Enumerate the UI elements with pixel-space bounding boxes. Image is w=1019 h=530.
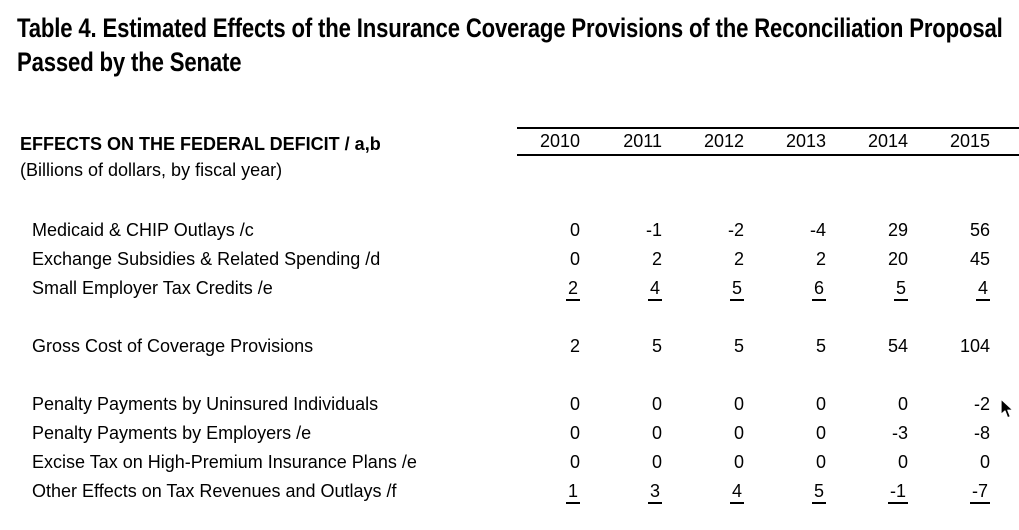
value-cell: -3 <box>891 423 908 443</box>
underlined-value: 5 <box>811 480 826 504</box>
row-label: Medicaid & CHIP Outlays /c <box>32 220 254 240</box>
value-cell: 29 <box>887 220 908 240</box>
year-header-row: 2010 2011 2012 2013 2014 2015 <box>498 128 990 154</box>
underlined-value: 4 <box>729 480 744 504</box>
year-header-cell: 2015 <box>949 131 990 151</box>
value-cell: 0 <box>815 394 826 414</box>
table-header-sublabel: (Billions of dollars, by fiscal year) <box>20 160 283 180</box>
value-cell: 56 <box>969 220 990 240</box>
underlined-value: -7 <box>969 480 990 504</box>
value-cell: 0 <box>815 423 826 443</box>
value-cell: -8 <box>973 423 990 443</box>
value-cell: 0 <box>651 452 662 472</box>
value-cell: -2 <box>973 394 990 414</box>
row-label: Small Employer Tax Credits /e <box>32 278 273 298</box>
value-cell: 2 <box>733 249 744 269</box>
value-cell: 2 <box>651 249 662 269</box>
year-header-cell: 2011 <box>623 131 662 151</box>
header-rule-bottom <box>517 154 1019 156</box>
row-label: Gross Cost of Coverage Provisions <box>32 336 314 356</box>
table-row: Medicaid & CHIP Outlays /c 0 -1 -2 -4 29 56 <box>0 216 990 245</box>
value-cell: 104 <box>959 336 990 356</box>
value-cell: 20 <box>887 249 908 269</box>
table-spacer-row <box>0 303 990 332</box>
year-header-cell: 2013 <box>785 131 826 151</box>
table-row: Exchange Subsidies & Related Spending /d… <box>0 245 990 274</box>
table-row: Excise Tax on High-Premium Insurance Pla… <box>0 448 990 477</box>
value-cell: 0 <box>815 452 826 472</box>
value-cell: 2 <box>815 249 826 269</box>
value-cell: 0 <box>733 452 744 472</box>
underlined-value: 6 <box>811 277 826 301</box>
table-row: Penalty Payments by Employers /e 0 0 0 0 -3 -8 <box>0 419 990 448</box>
value-cell: -7 <box>908 477 990 506</box>
row-label: Excise Tax on High-Premium Insurance Pla… <box>32 452 417 472</box>
value-cell: 5 <box>815 336 826 356</box>
document-title: Table 4. Estimated Effects of the Insura… <box>17 11 1003 79</box>
value-cell: 0 <box>733 423 744 443</box>
row-label: Penalty Payments by Uninsured Individual… <box>32 394 379 414</box>
underlined-value: 3 <box>647 480 662 504</box>
value-cell: 0 <box>569 423 580 443</box>
year-header-cell: 2012 <box>703 131 744 151</box>
year-header-cell: 2014 <box>867 131 908 151</box>
value-cell: 0 <box>979 452 990 472</box>
value-cell: 5 <box>662 274 744 303</box>
table-row: Gross Cost of Coverage Provisions 2 5 5 5 54 1… <box>0 332 990 361</box>
value-cell: 0 <box>733 394 744 414</box>
value-cell: 4 <box>662 477 744 506</box>
value-cell: 1 <box>498 477 580 506</box>
table-header-label: EFFECTS ON THE FEDERAL DEFICIT / a,b <box>20 134 381 154</box>
table-row: Small Employer Tax Credits /e 2 4 5 6 5 4 <box>0 274 990 303</box>
table-spacer-row <box>0 361 990 390</box>
row-label: Exchange Subsidies & Related Spending /d <box>32 249 381 269</box>
value-cell: 2 <box>569 336 580 356</box>
value-cell: 5 <box>826 274 908 303</box>
mouse-cursor-icon <box>1000 398 1014 419</box>
value-cell: 0 <box>897 452 908 472</box>
value-cell: 0 <box>569 394 580 414</box>
value-cell: -1 <box>645 220 662 240</box>
table-row: Penalty Payments by Uninsured Individual… <box>0 390 990 419</box>
underlined-value: 4 <box>647 277 662 301</box>
underlined-value: 2 <box>565 277 580 301</box>
row-label: Other Effects on Tax Revenues and Outlay… <box>32 481 397 501</box>
value-cell: 4 <box>908 274 990 303</box>
year-header-cell: 2010 <box>539 131 580 151</box>
table-body: Medicaid & CHIP Outlays /c 0 -1 -2 -4 29 56 Exc… <box>0 216 990 506</box>
value-cell: 54 <box>887 336 908 356</box>
value-cell: 0 <box>651 423 662 443</box>
value-cell: 0 <box>651 394 662 414</box>
underlined-value: 4 <box>975 277 990 301</box>
title-line-2: Passed by the Senate <box>17 47 242 77</box>
value-cell: 5 <box>651 336 662 356</box>
value-cell: -2 <box>727 220 744 240</box>
value-cell: 0 <box>569 452 580 472</box>
header-rule-top <box>517 127 1019 129</box>
underlined-value: 5 <box>729 277 744 301</box>
row-label <box>0 303 498 332</box>
title-line-1: Table 4. Estimated Effects of the Insura… <box>17 13 1003 43</box>
value-cell: 2 <box>498 274 580 303</box>
value-cell: 5 <box>733 336 744 356</box>
value-cell: -1 <box>826 477 908 506</box>
value-cell: 45 <box>969 249 990 269</box>
row-label: Penalty Payments by Employers /e <box>32 423 312 443</box>
value-cell: 5 <box>744 477 826 506</box>
row-label <box>0 361 498 390</box>
value-cell: -4 <box>809 220 826 240</box>
value-cell: 3 <box>580 477 662 506</box>
value-cell: 0 <box>569 220 580 240</box>
value-cell: 0 <box>897 394 908 414</box>
value-cell: 4 <box>580 274 662 303</box>
underlined-value: 1 <box>565 480 580 504</box>
table-row: Other Effects on Tax Revenues and Outlay… <box>0 477 990 506</box>
underlined-value: -1 <box>887 480 908 504</box>
value-cell: 0 <box>569 249 580 269</box>
underlined-value: 5 <box>893 277 908 301</box>
value-cell: 6 <box>744 274 826 303</box>
